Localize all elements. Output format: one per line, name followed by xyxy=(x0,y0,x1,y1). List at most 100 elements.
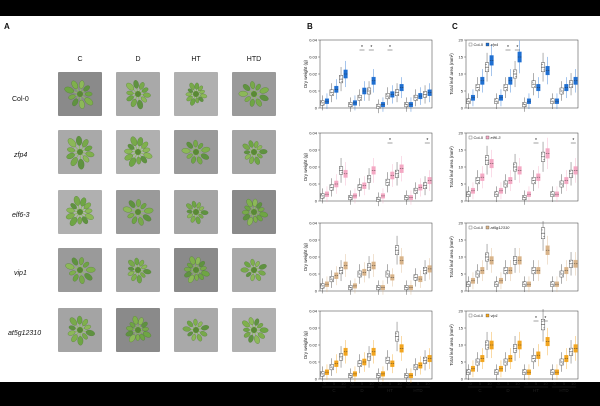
box-mutant xyxy=(499,182,503,199)
box-mutant xyxy=(428,348,432,369)
box-col0 xyxy=(532,73,536,95)
x-tick-label: 0 xyxy=(408,381,411,386)
box-col0 xyxy=(377,192,381,206)
plant-photo xyxy=(58,72,102,116)
box-mutant xyxy=(546,236,550,265)
box-mutant xyxy=(325,93,329,109)
box-mutant xyxy=(555,93,559,109)
box-col0 xyxy=(367,81,371,101)
y-axis-label: Total leaf area (mm²) xyxy=(449,324,454,366)
box-col0 xyxy=(476,352,480,372)
box-mutant xyxy=(509,348,513,369)
box-col0 xyxy=(405,97,409,111)
box-mutant xyxy=(372,158,376,183)
box-col0 xyxy=(495,93,499,109)
box-col0 xyxy=(513,248,517,273)
y-axis-label: Dry weight (g) xyxy=(303,153,308,182)
y-tick-label: 0.03 xyxy=(309,238,318,243)
box-mutant xyxy=(372,340,376,364)
plant-photo xyxy=(232,308,276,352)
box-mutant xyxy=(344,340,348,364)
row-label-zfp4: zfp4 xyxy=(14,152,27,159)
x-tick-label: 5 xyxy=(507,381,510,386)
legend-label: at5g12310 xyxy=(491,225,511,230)
box-col0 xyxy=(560,352,564,372)
y-axis-label: Total leaf area (mm²) xyxy=(449,146,454,188)
x-tick-label: 0 xyxy=(526,381,529,386)
x-tick-label: 5 xyxy=(535,381,538,386)
box-col0 xyxy=(513,61,517,87)
box-mutant xyxy=(518,248,522,273)
x-tick-label: 0 xyxy=(380,381,383,386)
y-tick-label: 0.04 xyxy=(309,131,318,136)
box-mutant xyxy=(428,83,432,102)
box-mutant xyxy=(363,262,367,282)
box-col0 xyxy=(532,170,536,191)
x-tick-label: 5 xyxy=(389,381,392,386)
panel-label-c: C xyxy=(452,22,458,31)
box-col0 xyxy=(349,280,353,294)
box-mutant xyxy=(419,356,423,374)
box-col0 xyxy=(367,256,371,278)
box-col0 xyxy=(386,264,390,284)
box-col0 xyxy=(485,332,489,358)
box-mutant xyxy=(574,69,578,93)
column-title-c: C xyxy=(60,56,100,63)
box-col0 xyxy=(467,186,471,202)
x-tick-label: 5 xyxy=(361,381,364,386)
box-mutant xyxy=(335,79,339,99)
box-col0 xyxy=(423,350,427,370)
x-tick-label: 10 xyxy=(341,381,346,386)
plant-photo xyxy=(174,248,218,292)
box-mutant xyxy=(335,354,339,373)
box-col0 xyxy=(476,264,480,284)
box-mutant xyxy=(419,178,423,196)
box-mutant xyxy=(490,332,494,358)
plant-photo xyxy=(232,130,276,174)
plant-photo xyxy=(58,190,102,234)
box-mutant xyxy=(509,69,513,93)
plant-photo xyxy=(232,190,276,234)
box-mutant xyxy=(481,166,485,188)
box-mutant xyxy=(471,360,475,377)
box-col0 xyxy=(386,172,390,192)
column-title-d: D xyxy=(118,56,158,63)
plant-photo xyxy=(232,248,276,292)
x-tick-label: 10 xyxy=(543,381,548,386)
box-mutant xyxy=(518,158,522,183)
box-mutant xyxy=(391,85,395,103)
y-axis-label: Dry weight (g) xyxy=(303,331,308,360)
box-col0 xyxy=(551,364,555,380)
box-mutant xyxy=(481,69,485,93)
box-col0 xyxy=(523,364,527,380)
box-col0 xyxy=(386,87,390,105)
box-mutant xyxy=(325,186,329,202)
x-group-label: D xyxy=(360,388,364,393)
box-mutant xyxy=(537,166,541,188)
legend-label: elf6-3 xyxy=(491,135,502,140)
plant-photo xyxy=(174,72,218,116)
box-col0 xyxy=(467,93,471,109)
box-col0 xyxy=(467,364,471,380)
y-axis-label: Total leaf area (mm²) xyxy=(449,53,454,95)
x-tick-label: 5 xyxy=(333,381,336,386)
y-tick-label: 15 xyxy=(459,148,464,153)
x-group-label: D xyxy=(506,388,510,393)
y-tick-label: 5 xyxy=(461,272,464,277)
box-col0 xyxy=(551,93,555,109)
box-mutant xyxy=(419,87,423,105)
box-col0 xyxy=(330,358,334,376)
box-col0 xyxy=(405,190,409,204)
box-col0 xyxy=(504,77,508,98)
box-mutant xyxy=(490,45,494,76)
box-col0 xyxy=(476,77,480,98)
box-col0 xyxy=(523,276,527,292)
box-mutant xyxy=(546,138,550,169)
box-mutant xyxy=(344,254,348,277)
box-mutant xyxy=(537,77,541,98)
y-tick-label: 20 xyxy=(459,131,464,136)
column-title-ht: HT xyxy=(176,56,216,63)
box-col0 xyxy=(414,268,418,286)
